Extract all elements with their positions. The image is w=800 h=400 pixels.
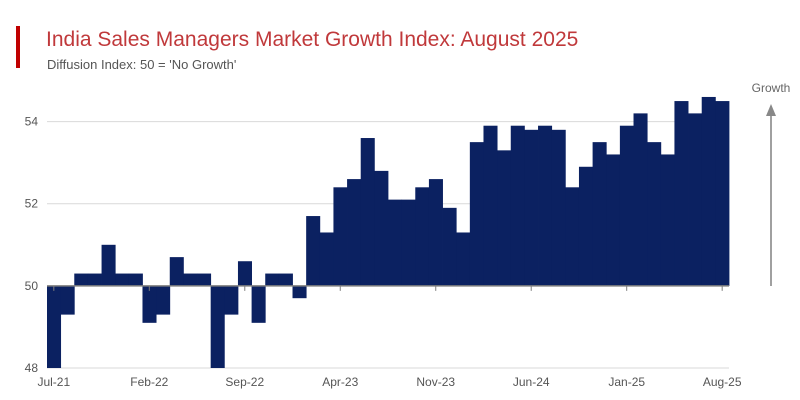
x-tick-label: Jun-24 [513,375,550,389]
bar [469,142,484,286]
x-tick-label: Nov-23 [416,375,455,389]
bar [415,187,430,286]
bar [456,232,471,286]
bar [47,285,62,368]
bar [292,285,307,299]
bar [319,232,334,286]
bar [360,138,375,286]
bar-series [47,96,730,368]
bar [538,125,553,286]
bar [633,113,648,286]
growth-arrow-head [766,104,776,116]
bar [374,170,389,286]
axes [47,285,729,291]
bar [265,273,280,286]
growth-annotation: Growth [752,81,791,286]
bar [169,257,184,286]
bar [428,179,443,286]
bar [142,285,157,323]
bar [715,101,730,286]
bar [442,207,457,286]
tick-labels: 48 50 52 54 Jul-21 Feb-22 Sep-22 Apr-23 Nov-23 Ju… [25,115,742,389]
y-tick-label: 50 [25,279,39,293]
x-tick-label: Jan-25 [608,375,645,389]
bar [237,261,252,286]
bar [197,273,212,286]
bar [606,154,621,286]
bar [60,285,75,315]
bar [483,125,498,286]
bar [74,273,89,286]
bar [156,285,171,315]
bar [660,154,675,286]
x-tick-label: Feb-22 [130,375,168,389]
bar [115,273,130,286]
y-tick-label: 48 [25,361,39,375]
bar [510,125,525,286]
y-tick-label: 54 [25,115,39,129]
y-tick-label: 52 [25,197,39,211]
bar [224,285,239,315]
bar [578,166,593,286]
chart-title: India Sales Managers Market Growth Index… [46,28,579,51]
x-tick-label: Jul-21 [37,375,70,389]
bar [347,179,362,286]
bar [278,273,293,286]
bar [333,187,348,286]
bar [251,285,266,323]
bar [183,273,198,286]
bar [592,142,607,286]
bar [688,113,703,286]
bar [619,125,634,286]
chart-subtitle: Diffusion Index: 50 = 'No Growth' [47,57,237,72]
x-tick-label: Apr-23 [322,375,358,389]
growth-label: Growth [752,81,791,95]
bar [497,150,512,286]
bar [87,273,102,286]
bar [565,187,580,286]
bar [128,273,143,286]
bar [524,129,539,286]
bar [306,216,321,286]
bar [401,199,416,286]
x-tick-label: Sep-22 [225,375,264,389]
bar [388,199,403,286]
bar [551,129,566,286]
bar [701,96,716,286]
bar [101,244,116,286]
bar [210,285,225,368]
bar [674,101,689,286]
title-accent-bar [16,26,20,68]
x-tick-label: Aug-25 [703,375,742,389]
bar [647,142,662,286]
